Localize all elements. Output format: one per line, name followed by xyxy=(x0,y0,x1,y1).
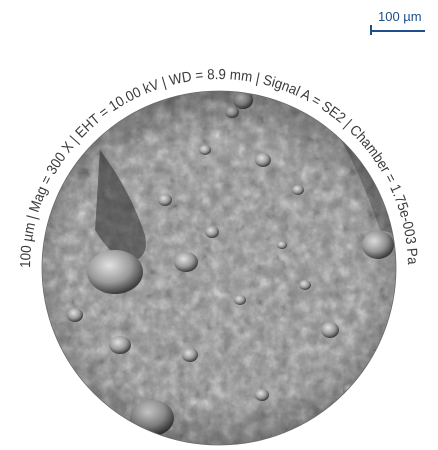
scale-bar xyxy=(370,30,425,32)
micrograph-field xyxy=(42,91,396,445)
scale-bar-label: 100 µm xyxy=(378,9,422,24)
field-border xyxy=(41,90,397,446)
